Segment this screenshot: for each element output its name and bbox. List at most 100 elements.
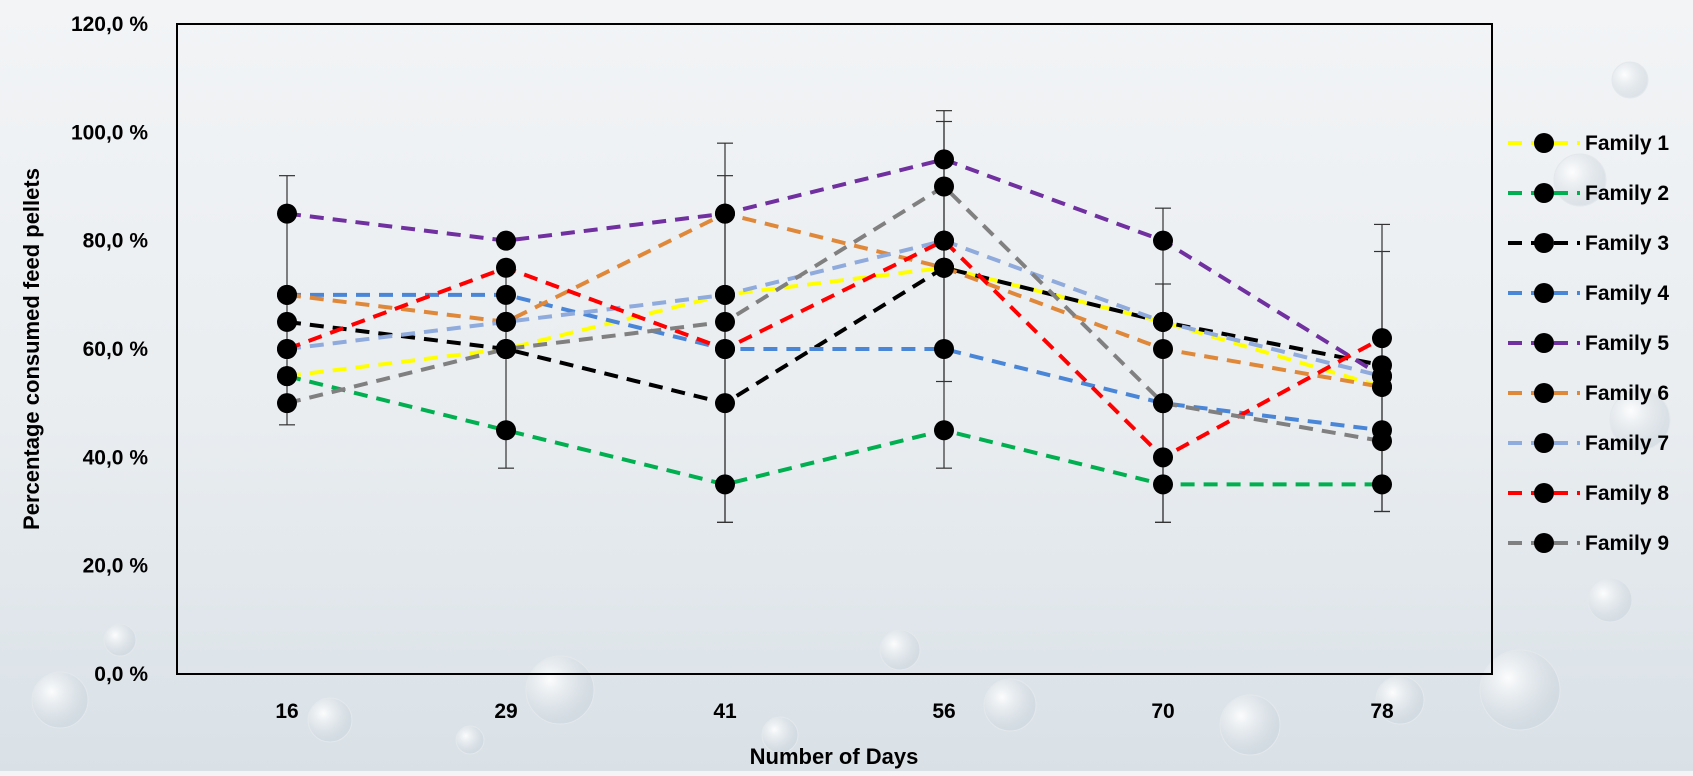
legend-label: Family 2 [1585, 182, 1669, 205]
legend-marker [1534, 533, 1554, 553]
x-tick-label: 41 [713, 700, 737, 723]
background-bubble [525, 655, 595, 725]
legend-label: Family 9 [1585, 532, 1669, 555]
data-point [1153, 474, 1173, 495]
data-point [277, 339, 297, 359]
legend-marker [1534, 233, 1554, 253]
data-point [1372, 474, 1392, 495]
background-bubble [1611, 61, 1649, 99]
series-line [286, 157, 1384, 378]
legend-marker [1534, 433, 1554, 453]
data-point [1153, 339, 1173, 359]
series-line [286, 374, 1382, 487]
data-point [1153, 447, 1173, 468]
legend-marker [1534, 333, 1554, 353]
series-9 [277, 176, 1392, 452]
legend-item: Family 8 [1508, 482, 1669, 505]
legend-label: Family 4 [1585, 282, 1669, 305]
data-point [496, 311, 516, 332]
background-bubble [1479, 649, 1561, 731]
data-point [496, 230, 516, 251]
data-point [715, 339, 735, 359]
series-line [286, 238, 1383, 460]
background-bubble [1609, 389, 1671, 451]
data-point [496, 420, 516, 441]
data-point [277, 393, 297, 414]
x-tick-label: 70 [1151, 700, 1174, 723]
series-6 [277, 203, 1392, 397]
legend: Family 1 Family 2 Family 3 Family 4 Family 5… [1508, 132, 1669, 555]
data-point [934, 257, 954, 278]
data-point [1153, 230, 1173, 251]
series-line [286, 238, 1383, 379]
legend-marker [1534, 283, 1554, 303]
series-lines [277, 149, 1392, 495]
data-point [1153, 311, 1173, 332]
legend-item: Family 6 [1508, 382, 1669, 405]
background-bubble [1219, 694, 1281, 756]
background-bubble [31, 671, 89, 729]
data-point [715, 393, 735, 414]
series-8 [277, 230, 1392, 468]
legend-item: Family 9 [1508, 532, 1669, 555]
data-point [1372, 431, 1392, 452]
legend-item: Family 4 [1508, 282, 1669, 305]
data-point [1372, 328, 1392, 349]
y-tick-label: 20,0 % [83, 555, 149, 578]
data-point [277, 284, 297, 305]
y-axis: 0,0 % 20,0 % 40,0 % 60,0 % 80,0 % 100,0 % 120,… [71, 13, 148, 686]
background-bubble [455, 725, 485, 755]
series-line [286, 265, 1383, 406]
data-point [715, 311, 735, 332]
x-tick-label: 16 [275, 700, 298, 723]
background-bubble [1587, 577, 1633, 623]
data-point [277, 311, 297, 332]
data-point [934, 149, 954, 170]
background-bubble [307, 697, 353, 743]
data-point [934, 420, 954, 441]
y-axis-title: Percentage consumed feed pellets [19, 168, 44, 530]
background-bubble [879, 629, 921, 671]
legend-item: Family 5 [1508, 332, 1669, 355]
data-point [496, 339, 516, 359]
data-point [934, 230, 954, 251]
legend-item: Family 3 [1508, 232, 1669, 255]
data-point [277, 203, 297, 224]
legend-marker [1534, 383, 1554, 403]
legend-label: Family 3 [1585, 232, 1669, 255]
y-tick-label: 60,0 % [83, 338, 149, 361]
x-tick-label: 56 [932, 700, 955, 723]
legend-label: Family 5 [1585, 332, 1669, 355]
y-tick-label: 40,0 % [83, 446, 149, 469]
data-point [1372, 366, 1392, 387]
legend-marker [1534, 133, 1554, 153]
background-texture [31, 61, 1671, 756]
legend-label: Family 7 [1585, 432, 1669, 455]
background-bubble [983, 678, 1037, 732]
data-point [715, 474, 735, 495]
data-point [715, 284, 735, 305]
x-tick-label: 29 [494, 700, 517, 723]
legend-item: Family 1 [1508, 132, 1669, 155]
background-bubble [1375, 675, 1425, 725]
y-tick-label: 0,0 % [94, 663, 148, 686]
data-point [496, 284, 516, 305]
data-point [715, 203, 735, 224]
plot-area [176, 23, 1493, 675]
legend-label: Family 6 [1585, 382, 1669, 405]
series-2 [277, 366, 1392, 495]
legend-label: Family 1 [1585, 132, 1669, 155]
y-tick-label: 120,0 % [71, 13, 148, 36]
legend-item: Family 7 [1508, 432, 1669, 455]
legend-marker [1534, 483, 1554, 503]
legend-marker [1534, 183, 1554, 203]
legend-label: Family 8 [1585, 482, 1669, 505]
data-point [934, 339, 954, 359]
y-tick-label: 80,0 % [83, 230, 149, 253]
series-line [286, 265, 1383, 389]
data-point [496, 257, 516, 278]
legend-item: Family 2 [1508, 182, 1669, 205]
x-tick-label: 78 [1370, 700, 1394, 723]
